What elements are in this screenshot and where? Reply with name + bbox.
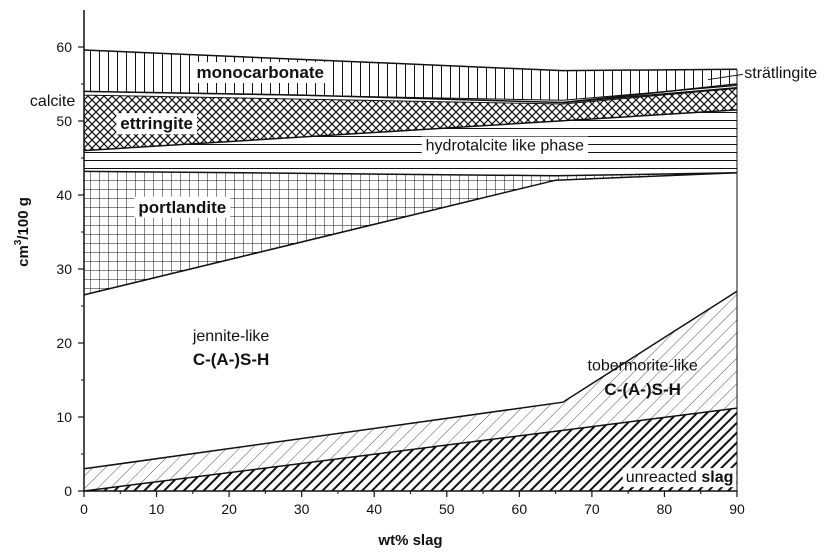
x-tick-label: 30 [294, 501, 310, 517]
x-tick-label: 80 [657, 501, 673, 517]
area-tobermorite-like-c-a-s-h [84, 291, 737, 491]
phase-labels: monocarbonate ettringite hydrotalcite li… [30, 62, 817, 488]
x-tick-label: 90 [729, 501, 745, 517]
tobermorite-label-line2: C-(A-)S-H [604, 380, 680, 399]
ettringite-label: ettringite [120, 114, 193, 133]
boundary-portlandite [83, 170, 738, 177]
y-tick-label: 0 [64, 483, 72, 499]
area-portlandite [84, 171, 737, 295]
y-ticks: 0 10 20 30 40 50 60 [56, 39, 84, 499]
stratlingite-label: strätlingite [744, 65, 817, 82]
boundary-str-tlingite [562, 83, 738, 104]
calcite-label: calcite [30, 93, 75, 110]
x-ticks: 0 10 20 30 40 50 60 70 80 90 [80, 491, 745, 517]
boundary-ettringite [83, 86, 738, 104]
x-tick-label: 60 [512, 501, 528, 517]
chart-axes: 0 10 20 30 40 50 60 70 80 90 0 10 20 30 40 50 60 wt% sl… [13, 10, 745, 549]
slag-word: slag [701, 469, 733, 486]
boundary-hydrotalcite-like-phase [83, 109, 738, 152]
y-tick-label: 20 [56, 335, 72, 351]
x-axis-title: wt% slag [377, 532, 442, 549]
y-tick-label: 30 [56, 261, 72, 277]
area-hydrotalcite-like-phase [84, 109, 737, 176]
unreacted-word: unreacted [626, 469, 702, 486]
boundary-jennite-like-c-a-s-h [83, 172, 738, 296]
boundary-unreacted-slag [83, 407, 738, 492]
stratlingite-leader-line [707, 73, 743, 81]
y-axis-title-main: cm [15, 245, 32, 267]
x-tick-label: 0 [80, 501, 88, 517]
y-tick-label: 10 [56, 409, 72, 425]
boundary-monocarbonate [83, 49, 738, 72]
x-tick-label: 40 [366, 501, 382, 517]
hydrotalcite-label: hydrotalcite like phase [426, 138, 584, 155]
monocarbonate-label: monocarbonate [196, 63, 324, 82]
area-unreacted-slag [84, 408, 737, 491]
y-axis-title-sup: 3 [13, 239, 24, 245]
y-tick-label: 50 [56, 113, 72, 129]
y-axis-title: cm3/100 g [13, 197, 32, 267]
chart-boundaries [83, 49, 738, 492]
hydrotalcite-label-bg [421, 136, 589, 156]
unreacted-slag-label-bg [622, 468, 737, 488]
tobermorite-label-line1: tobermorite-like [588, 357, 698, 374]
y-axis-title-rest: /100 g [15, 197, 32, 240]
boundary-tobermorite-like-c-a-s-h [83, 290, 738, 470]
y-tick-label: 40 [56, 187, 72, 203]
portlandite-label-bg [134, 196, 231, 218]
ettringite-label-bg [116, 113, 198, 135]
x-tick-label: 20 [221, 501, 237, 517]
portlandite-label: portlandite [138, 198, 226, 217]
jennite-label-line2: C-(A-)S-H [193, 350, 269, 369]
x-tick-label: 50 [439, 501, 455, 517]
jennite-label-line1: jennite-like [192, 328, 270, 345]
unreacted-slag-label: unreacted slag [626, 469, 734, 486]
x-tick-label: 70 [584, 501, 600, 517]
monocarbonate-label-bg [192, 62, 328, 84]
x-tick-label: 10 [149, 501, 165, 517]
y-tick-label: 60 [56, 39, 72, 55]
